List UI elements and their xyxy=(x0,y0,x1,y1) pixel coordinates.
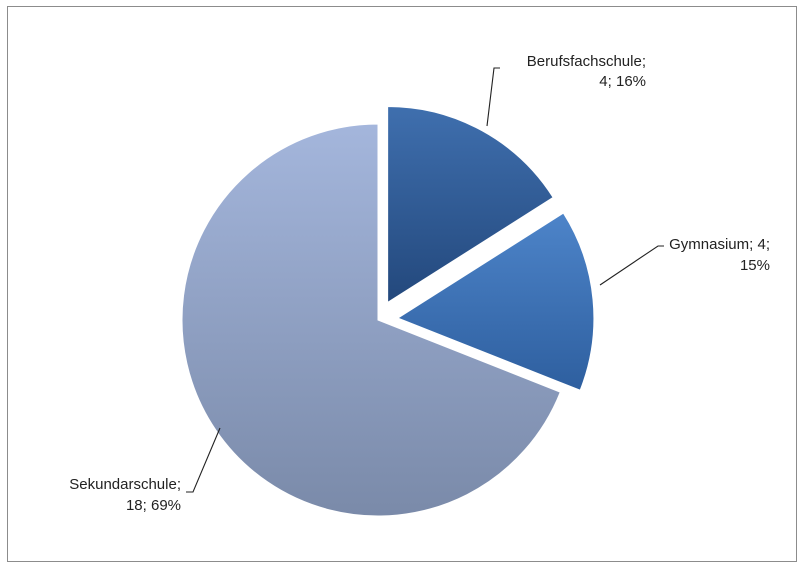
slice-label-line: 18; 69% xyxy=(126,497,181,514)
slice-label-line: 4; 16% xyxy=(599,73,646,90)
slice-label-line: 15% xyxy=(740,257,770,274)
slice-label-berufsfachschule: Berufsfachschule; 4; 16% xyxy=(527,53,646,90)
slice-label-gymnasium: Gymnasium; 4; 15% xyxy=(669,236,770,274)
leader-line-berufsfachschule xyxy=(486,67,500,127)
leader-line-gymnasium xyxy=(599,245,664,286)
leader-line-sekundarschule xyxy=(186,427,221,493)
pie-slice-gymnasium xyxy=(396,212,595,391)
slice-label-line: Berufsfachschule; xyxy=(527,53,646,70)
pie-leader-lines xyxy=(186,67,664,493)
pie-slice-sekundarschule xyxy=(181,123,561,517)
pie-slice-berufsfachschule xyxy=(387,105,554,304)
slice-label-line: Gymnasium; 4; xyxy=(669,236,770,253)
pie-slices xyxy=(181,105,595,517)
pie-labels: Berufsfachschule; 4; 16% Gymnasium; 4; 15% S… xyxy=(69,53,770,514)
slice-label-sekundarschule: Sekundarschule; 18; 69% xyxy=(69,476,181,514)
slice-label-line: Sekundarschule; xyxy=(69,476,181,493)
